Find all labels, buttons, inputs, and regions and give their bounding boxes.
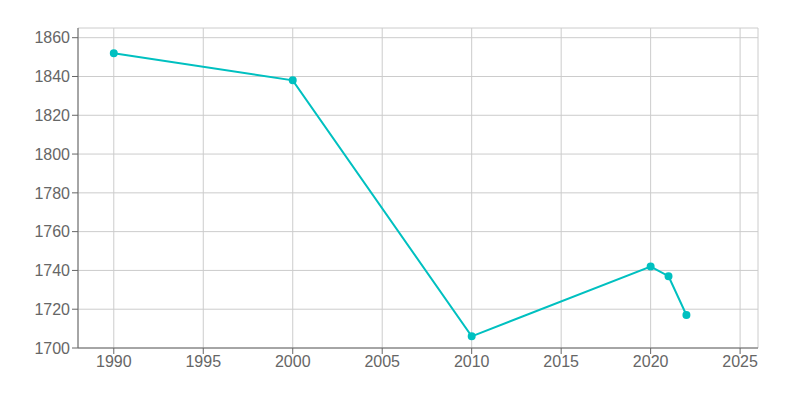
svg-text:1740: 1740 bbox=[34, 262, 70, 279]
svg-text:2015: 2015 bbox=[543, 353, 579, 370]
svg-text:1760: 1760 bbox=[34, 223, 70, 240]
svg-text:2005: 2005 bbox=[364, 353, 400, 370]
svg-text:2000: 2000 bbox=[275, 353, 311, 370]
svg-text:1840: 1840 bbox=[34, 68, 70, 85]
svg-text:1820: 1820 bbox=[34, 107, 70, 124]
svg-text:2010: 2010 bbox=[454, 353, 490, 370]
svg-text:1990: 1990 bbox=[96, 353, 132, 370]
svg-text:1700: 1700 bbox=[34, 340, 70, 357]
svg-text:1860: 1860 bbox=[34, 29, 70, 46]
svg-text:1800: 1800 bbox=[34, 146, 70, 163]
svg-text:1780: 1780 bbox=[34, 185, 70, 202]
svg-text:1720: 1720 bbox=[34, 301, 70, 318]
svg-text:2020: 2020 bbox=[633, 353, 669, 370]
svg-text:1995: 1995 bbox=[185, 353, 221, 370]
svg-text:2025: 2025 bbox=[722, 353, 758, 370]
